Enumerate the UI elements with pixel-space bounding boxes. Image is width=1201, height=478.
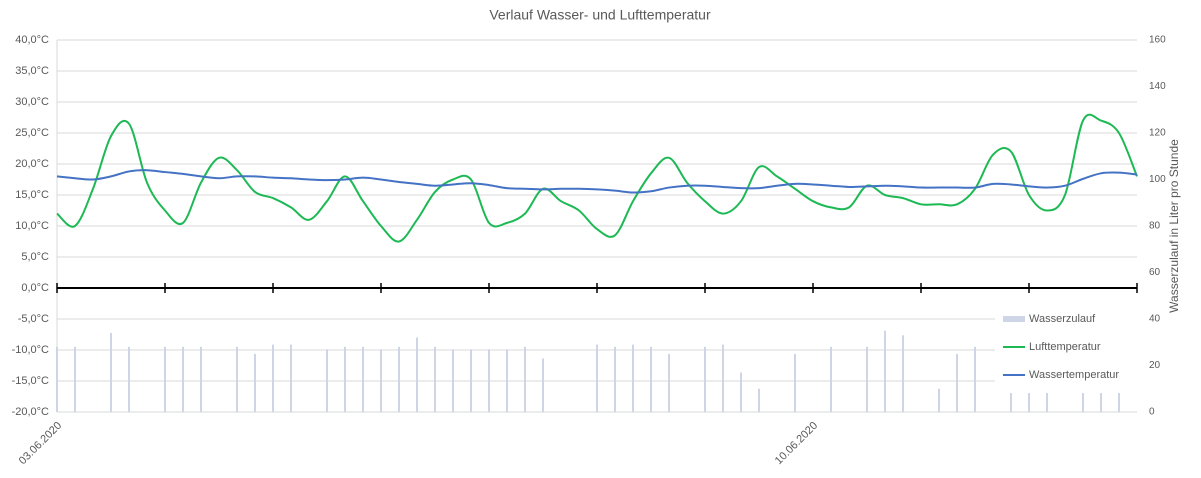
bar [434, 346, 436, 412]
bar [974, 346, 976, 412]
y-tick-label: 30,0°C [15, 96, 49, 108]
bar [956, 353, 958, 412]
legend-swatch [1003, 316, 1025, 322]
legend-label: Lufttemperatur [1029, 341, 1101, 353]
bar [470, 349, 472, 412]
x-tick-label: 03.06.2020 [17, 420, 64, 467]
y-tick-label: 15,0°C [15, 189, 49, 201]
bar [758, 388, 760, 412]
y2-axis-title: Wasserzulauf in Liter pro Stunde [1167, 139, 1181, 313]
bar [362, 346, 364, 412]
legend-label: Wasserzulauf [1029, 313, 1096, 325]
bar [650, 346, 652, 412]
bar [344, 346, 346, 412]
line [56, 169, 1138, 194]
bar [1028, 388, 1030, 412]
y-tick-label: 20,0°C [15, 158, 49, 170]
bar [506, 349, 508, 412]
bar [1046, 388, 1048, 412]
y2-tick-label: 140 [1149, 81, 1166, 92]
bar [74, 346, 76, 412]
bar [326, 349, 328, 412]
y2-tick-label: 20 [1149, 360, 1161, 371]
bar [452, 349, 454, 412]
bar [110, 332, 112, 412]
bar [200, 346, 202, 412]
y-tick-label: 25,0°C [15, 127, 49, 139]
bar [542, 358, 544, 412]
bar [272, 344, 274, 412]
legend-label: Wassertemperatur [1029, 369, 1119, 381]
bar [668, 353, 670, 412]
bar [1010, 388, 1012, 412]
y2-tick-label: 80 [1149, 221, 1161, 232]
bar [1118, 388, 1120, 412]
bar [254, 353, 256, 412]
y-tick-label: 40,0°C [15, 34, 49, 46]
bar [164, 346, 166, 412]
y-tick-label: 10,0°C [15, 220, 49, 232]
bar [614, 346, 616, 412]
y2-tick-label: 40 [1149, 314, 1161, 325]
line [56, 113, 1138, 243]
y2-tick-label: 60 [1149, 267, 1161, 278]
bar [1082, 388, 1084, 412]
bar [830, 346, 832, 412]
bar [290, 344, 292, 412]
bar [632, 344, 634, 412]
bar [56, 346, 58, 412]
bar [380, 349, 382, 412]
bar [902, 335, 904, 412]
bar [704, 346, 706, 412]
bar [884, 330, 886, 412]
bar [488, 349, 490, 412]
y-tick-label: 5,0°C [21, 251, 49, 263]
bar [236, 346, 238, 412]
y2-tick-label: 0 [1149, 407, 1155, 418]
bar [596, 344, 598, 412]
bar [1100, 388, 1102, 412]
bar [524, 346, 526, 412]
y-tick-label: -5,0°C [18, 313, 49, 325]
bars [56, 330, 1120, 412]
bar [794, 353, 796, 412]
y-tick-label: -20,0°C [12, 406, 49, 418]
y-tick-label: 0,0°C [21, 282, 49, 294]
bar [128, 346, 130, 412]
axes [56, 283, 1138, 293]
bar [740, 372, 742, 412]
lines [56, 113, 1138, 243]
x-tick-label: 10.06.2020 [773, 420, 820, 467]
y-tick-label: 35,0°C [15, 65, 49, 77]
bar [398, 346, 400, 412]
bar [182, 346, 184, 412]
bar [938, 388, 940, 412]
legend: Wasserzulauf Lufttemperatur Wassertemperat… [995, 305, 1137, 393]
bar [722, 344, 724, 412]
bar [866, 346, 868, 412]
y2-tick-label: 120 [1149, 128, 1166, 139]
y2-tick-label: 160 [1149, 35, 1166, 46]
y-tick-label: -10,0°C [12, 344, 49, 356]
chart-title: Verlauf Wasser- und Lufttemperatur [489, 7, 711, 23]
y2-tick-label: 100 [1149, 174, 1166, 185]
y-tick-label: -15,0°C [12, 375, 49, 387]
bar [416, 337, 418, 412]
